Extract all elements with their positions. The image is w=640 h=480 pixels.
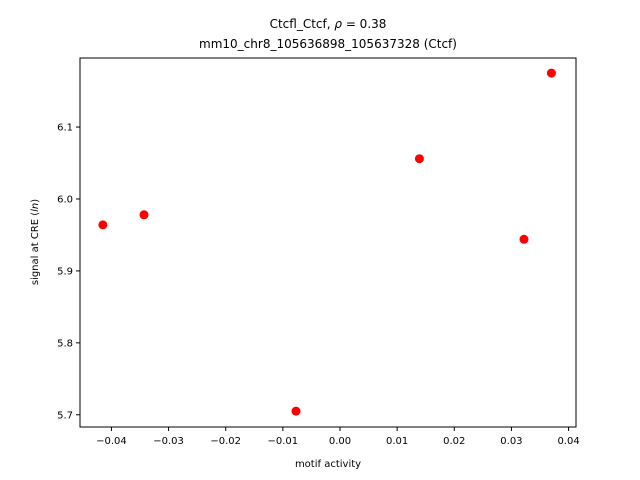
x-tick-label: 0.03	[500, 436, 522, 447]
scatter-point	[519, 234, 529, 244]
y-tick-label: 6.0	[57, 194, 73, 205]
chart-title-line2: mm10_chr8_105636898_105637328 (Ctcf)	[199, 37, 457, 51]
y-axis-label: signal at CRE (ln)	[30, 199, 41, 285]
x-tick-label: 0.00	[329, 436, 351, 447]
chart-title-line1: Ctcfl_Ctcf, ρ = 0.38	[270, 17, 387, 31]
y-tick-label: 5.8	[57, 338, 73, 349]
scatter-point	[98, 220, 108, 230]
scatter-point	[291, 406, 301, 416]
y-axis: 5.7 5.8 5.9 6.0 6.1	[57, 123, 80, 421]
x-tick-label: −0.03	[153, 436, 184, 447]
y-tick-label: 6.1	[57, 123, 73, 134]
x-axis: −0.04 −0.03 −0.02 −0.01 0.00 0.01 0.02 0.03 0.04	[96, 427, 580, 447]
x-tick-label: −0.04	[96, 436, 127, 447]
y-tick-label: 5.9	[57, 266, 73, 277]
x-tick-label: −0.02	[210, 436, 241, 447]
x-axis-label: motif activity	[295, 459, 361, 470]
data-points	[98, 68, 556, 416]
x-tick-label: 0.02	[443, 436, 465, 447]
axes-frame	[79, 57, 577, 428]
y-tick-label: 5.7	[57, 410, 73, 421]
scatter-point	[139, 210, 149, 220]
scatter-point	[546, 68, 556, 78]
x-tick-label: 0.04	[557, 436, 579, 447]
x-tick-label: −0.01	[268, 436, 299, 447]
scatter-point	[414, 154, 424, 164]
x-tick-label: 0.01	[386, 436, 408, 447]
